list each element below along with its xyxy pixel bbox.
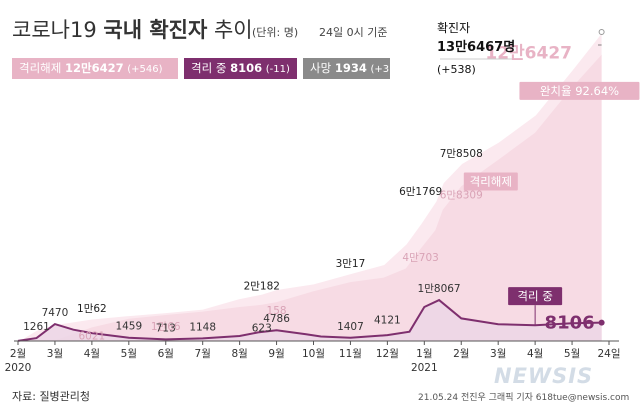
credit-note: 21.05.24 전진우 그래픽 기자 618tue@newsis.com (418, 393, 630, 403)
x-tick-label: 2월 (453, 348, 469, 360)
page-title: 코로나19 국내 확진자 추이 (12, 14, 253, 44)
year-label: 2020 (5, 362, 32, 374)
x-tick-label: 6월 (158, 348, 174, 360)
annotation-tag-text: 격리해제 (470, 175, 512, 189)
data-label: 7만8508 (440, 148, 483, 160)
annotation-value-big: 12만6427 (485, 44, 572, 64)
data-label: 6021 (79, 330, 106, 342)
legend-released-value: 12만6427 (64, 61, 124, 75)
series-isolated-line (17, 298, 602, 342)
annotation-tag-text: 격리 중 (517, 289, 552, 303)
title-light: 코로나19 (12, 18, 97, 42)
legend-released-label: 격리해제 (19, 61, 62, 75)
data-label: 713 (156, 322, 176, 334)
series-released-area (18, 54, 602, 341)
x-tick-label: 2월 (10, 348, 26, 360)
legend-isolated: 격리 중 8106 (-11) (184, 58, 297, 79)
legend-isolated-delta: (-11) (265, 64, 290, 75)
unit-note: (단위: 명) (252, 26, 299, 39)
data-label: 1만62 (77, 303, 107, 315)
data-label: 6만8309 (440, 189, 483, 201)
data-label: 1만8067 (418, 283, 461, 295)
date-note: 24일 0시 기준 (319, 26, 388, 39)
annotation-value-big: 8106 (545, 313, 595, 334)
data-label: 1459 (115, 321, 142, 333)
x-tick-label: 3월 (47, 348, 63, 360)
data-label: 4121 (374, 315, 401, 327)
total-delta: (+538) (437, 63, 476, 76)
data-label: 623 (252, 323, 272, 335)
series-isolated-endpoint (598, 319, 605, 326)
x-axis: 2월 3월 4월 5월 6월 7월 8월 9월 10월 11월 12월 1월 2월 3월 4월 5월 24일 20… (5, 340, 621, 374)
data-label: 1261 (23, 321, 50, 333)
data-label: 4786 (263, 313, 290, 325)
x-tick-label: 12월 (376, 348, 399, 360)
data-label: 1148 (189, 321, 216, 333)
data-label: 1407 (337, 321, 364, 333)
x-tick-label: 1월 (416, 348, 432, 360)
legend-deaths-delta: (+3) (370, 64, 394, 75)
total-label: 확진자 (437, 21, 471, 35)
x-tick-label: 3월 (490, 348, 506, 360)
data-label: 1만66 (151, 321, 181, 333)
title-tail: 추이 (213, 18, 253, 42)
x-tick-label: 8월 (231, 348, 247, 360)
x-tick-label: 4월 (527, 348, 543, 360)
annotation-tag-box (463, 172, 518, 191)
newsis-logo: NEWSIS (494, 364, 594, 388)
x-tick-label: 11월 (339, 348, 362, 360)
data-label: 4만703 (402, 252, 438, 264)
title-bold: 국내 확진자 (103, 18, 208, 42)
series-total-endpoint (598, 29, 605, 35)
line-layer (17, 29, 605, 342)
x-tick-label: 10월 (302, 348, 325, 360)
annotation-tag-text: 완치율 92.64% (540, 84, 619, 98)
legend-deaths-label: 사망 (310, 61, 332, 75)
area-layer (18, 32, 602, 341)
annotation-tag-box (508, 287, 563, 306)
x-tick-label: 9월 (268, 348, 284, 360)
x-tick-label: 7월 (195, 348, 211, 360)
data-label: 3만17 (336, 258, 366, 270)
legend-isolated-value: 8106 (230, 61, 263, 75)
x-tick-label: 5월 (564, 348, 580, 360)
source-note: 자료: 질병관리청 (12, 390, 91, 403)
data-label: 2만182 (244, 280, 280, 292)
data-label: 6만1769 (399, 186, 442, 198)
x-tick-label: 5월 (121, 348, 137, 360)
series-total-line (17, 31, 603, 342)
data-label: 158 (267, 305, 287, 317)
series-isolated-area (18, 300, 602, 341)
legend-deaths-value: 1934 (334, 61, 367, 75)
legend-released-delta: (+546) (127, 64, 163, 75)
x-tick-label: 24일 (597, 347, 620, 360)
legend-isolated-label: 격리 중 (191, 61, 227, 75)
year-label: 2021 (411, 362, 438, 374)
data-label: 7470 (42, 307, 69, 319)
x-tick-label: 4월 (84, 348, 100, 360)
annotation-tag-box (519, 81, 640, 100)
total-value: 13만6467명 (437, 40, 516, 55)
legend-deaths: 사망 1934 (+3) (303, 58, 393, 79)
legend-released: 격리해제 12만6427 (+546) (12, 58, 178, 79)
